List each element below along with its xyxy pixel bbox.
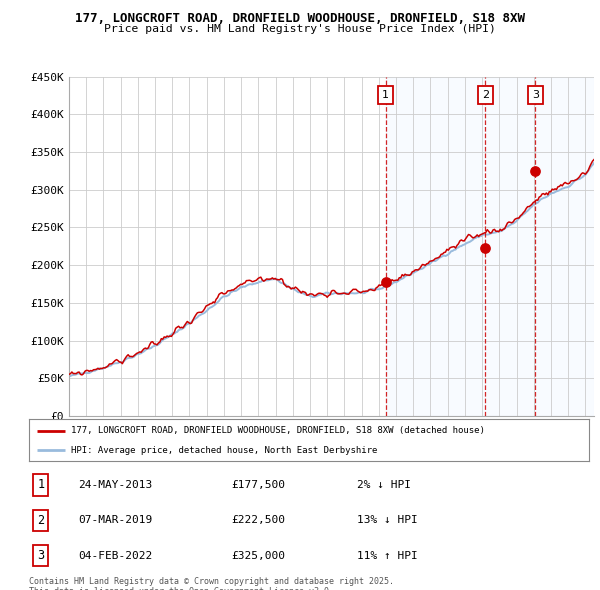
- Text: £177,500: £177,500: [231, 480, 285, 490]
- Point: [481, 244, 490, 253]
- Text: Contains HM Land Registry data © Crown copyright and database right 2025.
This d: Contains HM Land Registry data © Crown c…: [29, 577, 394, 590]
- Text: 1: 1: [382, 90, 389, 100]
- Text: HPI: Average price, detached house, North East Derbyshire: HPI: Average price, detached house, Nort…: [71, 446, 377, 455]
- Text: 2% ↓ HPI: 2% ↓ HPI: [357, 480, 411, 490]
- Text: £325,000: £325,000: [231, 551, 285, 560]
- Text: 2: 2: [37, 514, 44, 527]
- Text: Price paid vs. HM Land Registry's House Price Index (HPI): Price paid vs. HM Land Registry's House …: [104, 24, 496, 34]
- Text: 3: 3: [37, 549, 44, 562]
- Text: 07-MAR-2019: 07-MAR-2019: [78, 516, 152, 525]
- Text: 04-FEB-2022: 04-FEB-2022: [78, 551, 152, 560]
- Text: 177, LONGCROFT ROAD, DRONFIELD WOODHOUSE, DRONFIELD, S18 8XW: 177, LONGCROFT ROAD, DRONFIELD WOODHOUSE…: [75, 12, 525, 25]
- Text: 13% ↓ HPI: 13% ↓ HPI: [357, 516, 418, 525]
- Point: [381, 277, 391, 287]
- Text: 2: 2: [482, 90, 489, 100]
- Bar: [386, 77, 594, 416]
- Text: 1: 1: [37, 478, 44, 491]
- Text: 177, LONGCROFT ROAD, DRONFIELD WOODHOUSE, DRONFIELD, S18 8XW (detached house): 177, LONGCROFT ROAD, DRONFIELD WOODHOUSE…: [71, 427, 485, 435]
- Text: 11% ↑ HPI: 11% ↑ HPI: [357, 551, 418, 560]
- Text: £222,500: £222,500: [231, 516, 285, 525]
- Text: 24-MAY-2013: 24-MAY-2013: [78, 480, 152, 490]
- Point: [530, 166, 540, 176]
- Text: 3: 3: [532, 90, 539, 100]
